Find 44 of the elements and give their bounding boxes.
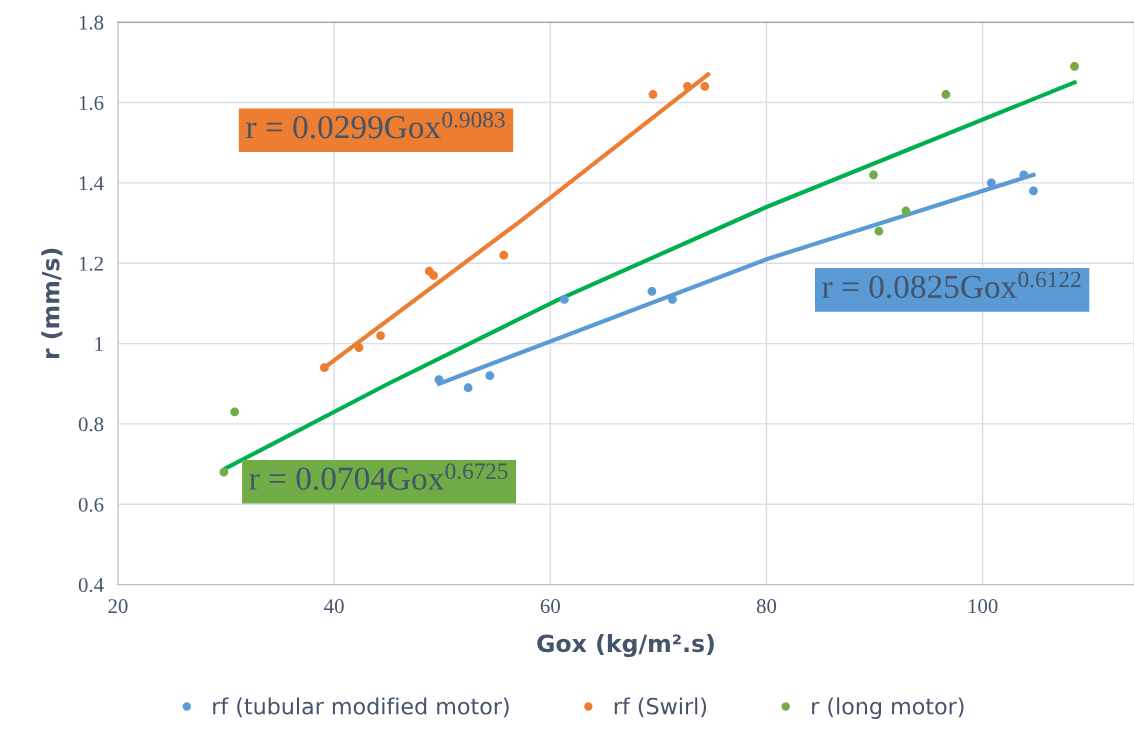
x-tick-label: 100 [968, 599, 998, 614]
point [429, 270, 438, 280]
point [1070, 62, 1079, 71]
legend-label: rf (Swirl) [614, 697, 707, 718]
point [376, 331, 385, 340]
legend-label: rf (tubular modified motor) [213, 697, 509, 718]
point [320, 363, 329, 373]
point [986, 178, 996, 188]
x-tick-label: 80 [756, 599, 777, 614]
y-tick-label: 0.6 [78, 497, 104, 512]
point [434, 375, 444, 385]
annotation: r = 0.0299Gox$^{0.9083}$ [246, 111, 505, 139]
y-tick-label: 0.8 [78, 417, 104, 432]
point [941, 90, 951, 99]
x-tick-label: 60 [540, 599, 560, 614]
y-tick-label: 1.6 [79, 95, 104, 111]
point [230, 407, 240, 417]
point [683, 82, 692, 91]
y-axis-title: r (mm/s) [41, 248, 63, 359]
x-axis-title: Gox (kg/m².s) [537, 634, 714, 658]
legend-label: r (long motor) [812, 697, 964, 719]
point [354, 343, 364, 352]
x-tick-label: 20 [108, 599, 128, 614]
point [1029, 186, 1038, 196]
point [559, 294, 569, 304]
x-tick-label: 40 [324, 599, 344, 614]
point [648, 90, 658, 99]
y-tick-label: 0.4 [78, 577, 104, 593]
y-tick-label: 1 [95, 337, 103, 351]
point [874, 226, 884, 236]
point [219, 467, 229, 477]
point [1019, 170, 1029, 180]
point [869, 170, 878, 180]
annotation: r = 0.0825Gox$^{0.6122}$ [822, 271, 1081, 299]
point [700, 82, 710, 91]
point [463, 383, 473, 393]
point [499, 250, 509, 260]
point [485, 371, 495, 381]
annotation: r = 0.0704Gox$^{0.6725}$ [249, 463, 508, 491]
y-tick-label: 1.2 [79, 256, 103, 271]
point [901, 206, 911, 216]
y-tick-label: 1.4 [79, 176, 104, 191]
y-tick-label: 1.8 [79, 15, 104, 30]
point [647, 286, 657, 296]
